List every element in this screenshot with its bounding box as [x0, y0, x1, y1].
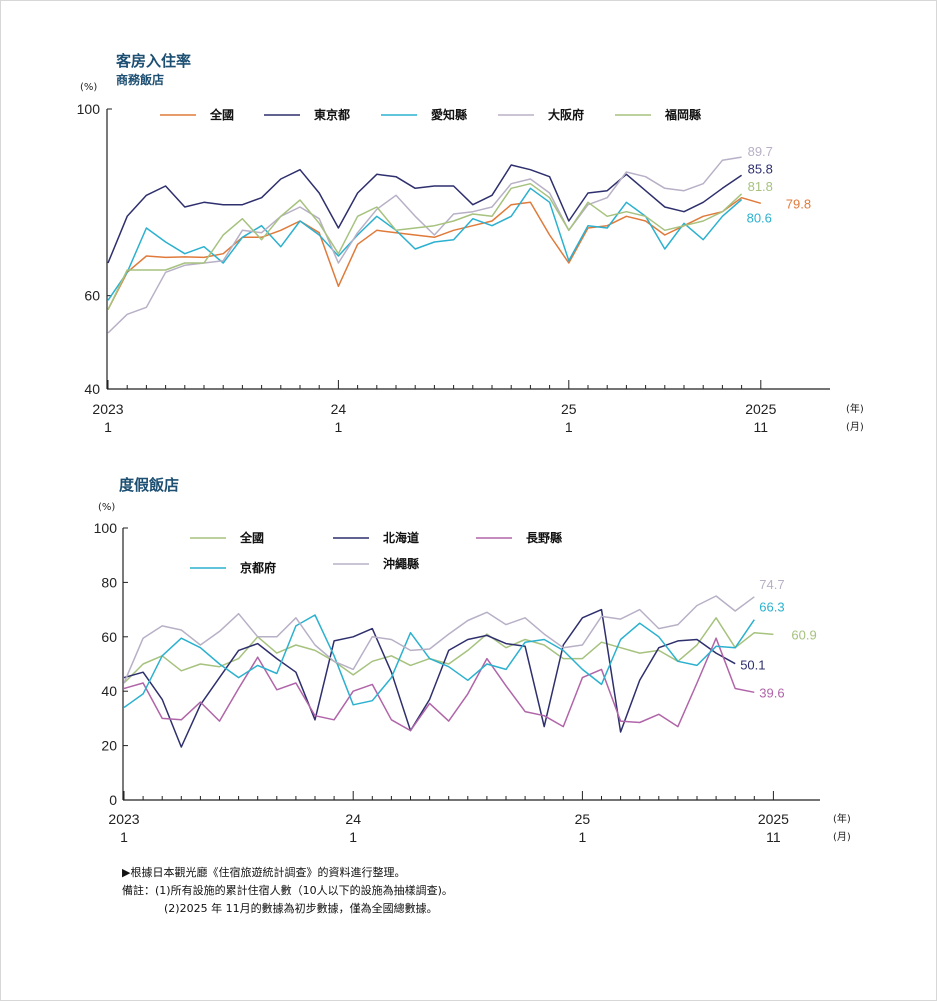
x-tick-year: 2025: [758, 811, 789, 827]
x-tick-year: 2023: [92, 401, 123, 417]
remark-1: 備註：(1)所有設施的累計住宿人數（10人以下的設施為抽樣調查)。: [122, 884, 453, 897]
y-tick-label: 80: [101, 574, 117, 590]
end-value-label: 74.7: [759, 577, 784, 592]
x-unit-month: (月): [833, 831, 851, 843]
series-line: [107, 156, 742, 334]
x-tick-month: 1: [120, 829, 128, 845]
x-unit-month: (月): [846, 421, 864, 433]
legend-label: 長野縣: [526, 530, 562, 545]
series-line: [123, 614, 755, 709]
business-hotel-chart: 客房入住率 商務飯店 (%) 40 60 100 2023 1 24 1 25 1 2025 11 (…: [77, 52, 864, 435]
legend-label: 福岡縣: [664, 107, 701, 122]
remark-2: (2)2025 年 11月的數據為初步數據，僅為全國總數據。: [164, 902, 438, 915]
end-value-label: 80.6: [747, 211, 772, 226]
end-value-label: 81.8: [748, 179, 773, 194]
series-line: [123, 608, 736, 748]
y-tick-label: 100: [77, 101, 101, 117]
legend-label: 全國: [209, 107, 234, 122]
legend-label: 全國: [239, 530, 264, 545]
x-unit-year: (年): [846, 402, 864, 415]
end-value-label: 60.9: [791, 627, 816, 642]
x-tick-year: 24: [345, 811, 361, 827]
series-line: [107, 182, 743, 311]
end-value-label: 50.1: [740, 658, 765, 673]
chart-title: 度假飯店: [119, 476, 179, 494]
series-line: [107, 187, 743, 301]
y-tick-label: 100: [94, 520, 118, 536]
legend-label: 北海道: [383, 530, 419, 545]
x-tick-month: 1: [349, 829, 357, 845]
x-tick-month: 1: [565, 419, 573, 435]
legend-label: 愛知縣: [431, 107, 467, 122]
resort-hotel-chart: 度假飯店 (%) 0 20 40 60 80 100 2023 1 24 1 25 1 2025 11 (年…: [94, 476, 851, 845]
y-tick-label: 40: [84, 381, 100, 397]
end-value-label: 85.8: [748, 161, 773, 176]
series-line: [107, 164, 743, 264]
legend-label: 大阪府: [548, 107, 584, 122]
y-tick-label: 20: [101, 738, 117, 754]
legend-label: 京都府: [240, 560, 276, 575]
y-tick-label: 60: [84, 288, 100, 304]
series-line: [123, 617, 774, 684]
y-tick-label: 60: [101, 629, 117, 645]
series-line: [123, 637, 755, 732]
x-tick-year: 2025: [745, 401, 776, 417]
x-tick-month: 1: [104, 419, 112, 435]
legend-label: 東京都: [314, 107, 350, 122]
y-tick-label: 0: [109, 792, 117, 808]
end-value-label: 79.8: [786, 196, 811, 211]
legend-label: 沖繩縣: [383, 556, 419, 571]
chart-title: 客房入住率: [115, 52, 191, 70]
x-tick-month: 1: [579, 829, 587, 845]
x-tick-year: 25: [561, 401, 577, 417]
x-tick-year: 25: [575, 811, 591, 827]
series-line: [107, 196, 762, 311]
end-value-label: 39.6: [759, 685, 784, 700]
x-tick-month: 11: [766, 829, 781, 845]
end-value-label: 66.3: [759, 600, 784, 615]
x-tick-year: 24: [331, 401, 347, 417]
end-value-label: 89.7: [748, 144, 773, 159]
y-unit-label: (%): [80, 82, 97, 93]
x-tick-year: 2023: [108, 811, 139, 827]
y-unit-label: (%): [98, 502, 115, 513]
chart-subtitle: 商務飯店: [116, 72, 164, 87]
x-unit-year: (年): [833, 812, 851, 825]
series-line: [123, 595, 755, 684]
x-tick-month: 1: [335, 419, 343, 435]
y-tick-label: 40: [101, 683, 117, 699]
notes-block: ▶根據日本觀光廳《住宿旅遊統計調查》的資料進行整理。 備註：(1)所有設施的累計…: [122, 864, 453, 918]
source-note: ▶根據日本觀光廳《住宿旅遊統計調查》的資料進行整理。: [122, 866, 406, 879]
x-tick-month: 11: [754, 419, 769, 435]
